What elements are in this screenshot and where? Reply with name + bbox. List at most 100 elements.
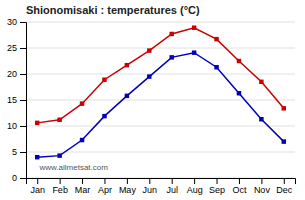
tick-mark [60, 178, 61, 184]
tick-mark [82, 178, 83, 184]
tick-mark [172, 178, 173, 184]
tick-label: 10 [7, 121, 17, 131]
y-axis: 0 5 10 15 20 25 30 [7, 17, 27, 183]
grid-line [26, 74, 295, 75]
tick: Apr [98, 178, 112, 195]
marker [57, 118, 61, 122]
tick-mark [20, 22, 26, 23]
annotation: www.allmetsat.com [38, 163, 108, 172]
tick-mark [20, 152, 26, 153]
marker [169, 55, 173, 59]
series [35, 50, 286, 159]
line [37, 53, 284, 158]
tick-label: Apr [98, 185, 112, 195]
tick-label: Nov [254, 185, 271, 195]
tick-mark [20, 74, 26, 75]
marker [192, 50, 196, 54]
tick-label: Jul [166, 185, 178, 195]
tick-mark [217, 178, 218, 184]
tick-mark [127, 178, 128, 184]
tick: 30 [7, 17, 26, 27]
marker [102, 77, 106, 81]
marker [57, 153, 61, 157]
marker [147, 48, 151, 52]
marker [282, 106, 286, 110]
grid-line [26, 100, 295, 101]
grid-line [26, 126, 295, 127]
tick: Jul [166, 178, 178, 195]
tick-mark [37, 178, 38, 184]
tick-label: Oct [232, 185, 247, 195]
tick: Dec [276, 178, 293, 195]
tick-mark [20, 48, 26, 49]
tick-label: 0 [12, 173, 17, 183]
grid-line [26, 48, 295, 49]
tick-mark [104, 178, 105, 184]
x-axis: Jan Feb Mar Apr May Jun Jul Aug Sep Oct Nov Dec [27, 178, 296, 195]
axis-line [27, 179, 296, 185]
tick: 5 [12, 147, 26, 157]
tick: Jan [30, 178, 45, 195]
tick-label: May [119, 185, 137, 195]
marker [282, 139, 286, 143]
tick: Feb [52, 178, 68, 195]
marker [147, 74, 151, 78]
tick-mark [149, 178, 150, 184]
tick: Oct [232, 178, 247, 195]
marker [237, 91, 241, 95]
marker [80, 138, 84, 142]
tick: Jun [143, 178, 158, 195]
tick-mark [20, 178, 26, 179]
tick-label: Feb [52, 185, 68, 195]
marker [169, 32, 173, 36]
marker [125, 94, 129, 98]
tick: May [119, 178, 137, 195]
tick-label: Sep [209, 185, 225, 195]
tick-label: 5 [12, 147, 17, 157]
tick-label: 30 [7, 17, 17, 27]
line [37, 28, 284, 123]
marker [35, 121, 39, 125]
tick-mark [20, 126, 26, 127]
marker [237, 59, 241, 63]
grid [26, 22, 295, 178]
tick: 25 [7, 43, 26, 53]
tick-mark [194, 178, 195, 184]
tick-label: Jan [30, 185, 45, 195]
tick: Nov [254, 178, 271, 195]
marker [125, 63, 129, 67]
tick-label: Jun [143, 185, 158, 195]
marker [259, 117, 263, 121]
marker [80, 101, 84, 105]
tick: 0 [12, 173, 26, 183]
chart: 0 5 10 15 20 25 30 Jan Feb Mar Apr May Jun Jul Aug Sep O… [0, 0, 305, 200]
title: Shionomisaki : temperatures (°C) [26, 4, 200, 16]
tick-mark [20, 100, 26, 101]
tick-mark [261, 178, 262, 184]
tick-label: 25 [7, 43, 17, 53]
tick: 20 [7, 69, 26, 79]
marker [192, 25, 196, 29]
tick-label: Aug [187, 185, 203, 195]
tick: Sep [209, 178, 225, 195]
tick-mark [239, 178, 240, 184]
tick-label: 15 [7, 95, 17, 105]
tick: Aug [187, 178, 203, 195]
plot: 0 5 10 15 20 25 30 Jan Feb Mar Apr May Jun Jul Aug Sep O… [7, 17, 296, 195]
axis-line [20, 23, 27, 179]
tick: 10 [7, 121, 26, 131]
tick: 15 [7, 95, 26, 105]
tick-label: 20 [7, 69, 17, 79]
tick-mark [284, 178, 285, 184]
marker [259, 80, 263, 84]
tick-label: Dec [276, 185, 293, 195]
tick: Mar [75, 178, 91, 195]
marker [102, 114, 106, 118]
marks [35, 25, 286, 159]
series [35, 25, 286, 125]
marker [35, 155, 39, 159]
marker [214, 65, 218, 69]
marker [214, 37, 218, 41]
tick-label: Mar [75, 185, 91, 195]
grid-line [26, 22, 295, 23]
